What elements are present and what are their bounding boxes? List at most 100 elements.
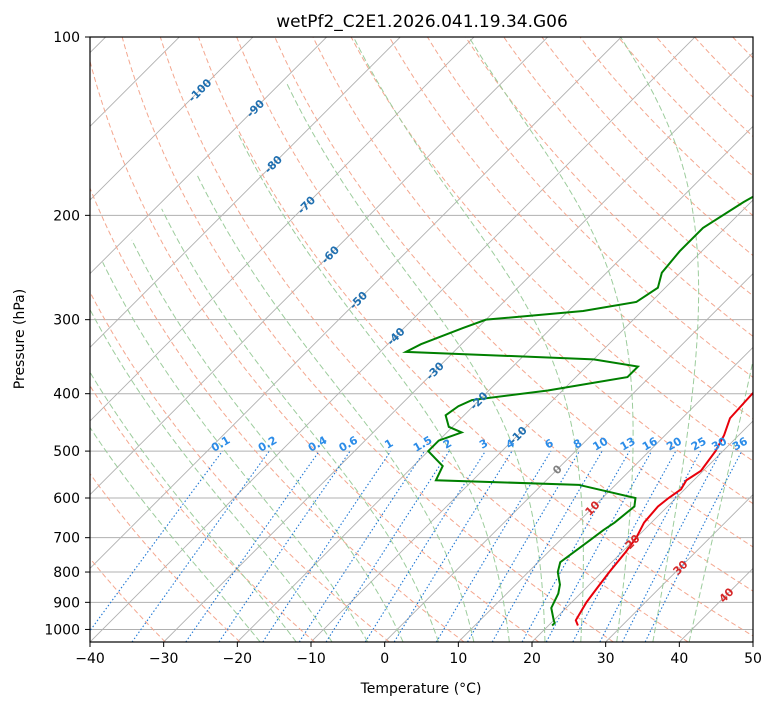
isotherm-line xyxy=(384,273,753,642)
dry-adiabat xyxy=(732,37,753,59)
x-tick-label: 20 xyxy=(523,651,541,667)
moist-adiabat xyxy=(688,358,753,642)
background-lines xyxy=(90,0,775,642)
isotherm-label: -80 xyxy=(262,153,285,176)
isotherm-label: 0 xyxy=(550,462,565,477)
isotherm-label: 30 xyxy=(671,558,691,578)
y-tick-label: 600 xyxy=(53,491,80,507)
x-tick-label: 50 xyxy=(744,651,762,667)
x-tick-label: −20 xyxy=(223,651,253,667)
mixing-ratio-line xyxy=(545,450,653,642)
dry-adiabat xyxy=(197,37,753,637)
x-axis-label: Temperature (°C) xyxy=(360,681,482,697)
isotherm-label: -90 xyxy=(244,97,267,120)
dry-adiabat xyxy=(90,291,390,642)
dry-adiabat xyxy=(90,186,465,642)
isotherm-line xyxy=(90,37,180,127)
y-axis-label: Pressure (hPa) xyxy=(12,289,28,389)
moist-adiabat xyxy=(468,37,634,642)
dry-adiabat xyxy=(753,0,775,642)
isotherm-label: 20 xyxy=(623,532,643,552)
x-tick-label: 10 xyxy=(449,651,467,667)
line-labels: 0.1 0.2 0.4 0.6 1 1.5 2 3 4 6 8 10 13 16 20 25 30 36-100-… xyxy=(186,76,751,605)
isotherm-label: -50 xyxy=(347,289,370,312)
moist-adiabat xyxy=(90,426,261,642)
profile-lines xyxy=(402,195,753,627)
mixing-ratio-label: 6 xyxy=(543,436,556,451)
isotherm-label: -60 xyxy=(319,243,342,266)
moist-adiabat xyxy=(102,262,369,642)
plot-frame xyxy=(89,36,754,643)
dry-adiabat xyxy=(90,59,540,642)
y-tick-label: 700 xyxy=(53,531,80,547)
dry-adiabat xyxy=(90,472,241,642)
y-tick-label: 900 xyxy=(53,595,80,611)
temperature-profile-line xyxy=(574,391,753,626)
dry-adiabat xyxy=(312,37,753,505)
dry-adiabat xyxy=(464,37,753,337)
isotherm-label: -70 xyxy=(295,193,318,216)
mixing-ratio-line xyxy=(393,450,513,642)
x-tick-label: −40 xyxy=(75,651,105,667)
dry-adiabat xyxy=(426,37,753,378)
moist-adiabat xyxy=(90,308,333,642)
moist-adiabat xyxy=(131,239,404,642)
dry-adiabat xyxy=(693,37,753,98)
isotherm-line xyxy=(90,37,696,642)
dry-adiabat xyxy=(579,37,753,217)
isotherm-line xyxy=(679,567,753,642)
isotherm-line xyxy=(310,199,753,642)
mixing-ratio-line xyxy=(572,450,677,642)
isotherm-line xyxy=(458,346,753,642)
mixing-ratio-line xyxy=(364,450,486,642)
mixing-ratio-line xyxy=(90,450,223,632)
isotherm-line xyxy=(752,641,753,642)
chart-title: wetPf2_C2E1.2026.041.19.34.G06 xyxy=(276,12,568,32)
y-tick-label: 100 xyxy=(53,30,80,46)
mixing-ratio-line xyxy=(185,450,320,642)
moist-adiabat xyxy=(286,83,546,642)
y-tick-label: 1000 xyxy=(44,622,80,638)
y-tick-label: 500 xyxy=(53,444,80,460)
mixing-ratio-line xyxy=(521,450,630,642)
mixing-ratio-line xyxy=(599,450,702,642)
dry-adiabat xyxy=(717,0,775,642)
x-tick-label: −30 xyxy=(149,651,179,667)
dry-adiabat xyxy=(274,37,753,548)
isotherm-label: -20 xyxy=(467,389,490,412)
y-tick-label: 300 xyxy=(53,313,80,329)
isotherm-line xyxy=(605,494,753,642)
isotherm-line xyxy=(237,125,753,642)
mixing-ratio-line xyxy=(435,450,552,642)
dry-adiabat xyxy=(503,37,753,297)
x-tick-label: 0 xyxy=(380,651,389,667)
mixing-ratio-label: 1 xyxy=(382,437,395,452)
isotherm-line xyxy=(90,37,475,422)
isotherm-line xyxy=(90,37,401,348)
isotherm-line xyxy=(90,37,328,275)
isotherm-label: 10 xyxy=(583,498,603,518)
isotherm-line xyxy=(90,37,549,496)
mixing-ratio-label: 3 xyxy=(477,437,490,452)
moist-adiabat xyxy=(90,371,297,642)
mixing-ratio-line xyxy=(218,450,351,642)
x-tick-label: 30 xyxy=(597,651,615,667)
y-tick-label: 800 xyxy=(53,565,80,581)
mixing-ratio-line xyxy=(298,450,425,642)
mixing-ratio-line xyxy=(325,450,450,642)
x-tick-label: −10 xyxy=(296,651,326,667)
dewpoint-profile-line xyxy=(402,195,753,627)
mixing-ratio-line xyxy=(621,450,722,642)
y-tick-label: 200 xyxy=(53,208,80,224)
dry-adiabat xyxy=(236,37,753,592)
isotherm-line xyxy=(90,37,622,569)
dry-adiabat xyxy=(159,37,689,642)
y-tick-label: 400 xyxy=(53,387,80,403)
dry-adiabat xyxy=(388,37,753,420)
mixing-ratio-label: 2 xyxy=(441,437,454,452)
axis-ticks: −40 −30 −20 −10 0 10 20 30 40 5010020030040050060… xyxy=(44,30,762,667)
dry-adiabat xyxy=(541,37,753,257)
dry-adiabat xyxy=(617,37,753,177)
x-tick-label: 40 xyxy=(670,651,688,667)
